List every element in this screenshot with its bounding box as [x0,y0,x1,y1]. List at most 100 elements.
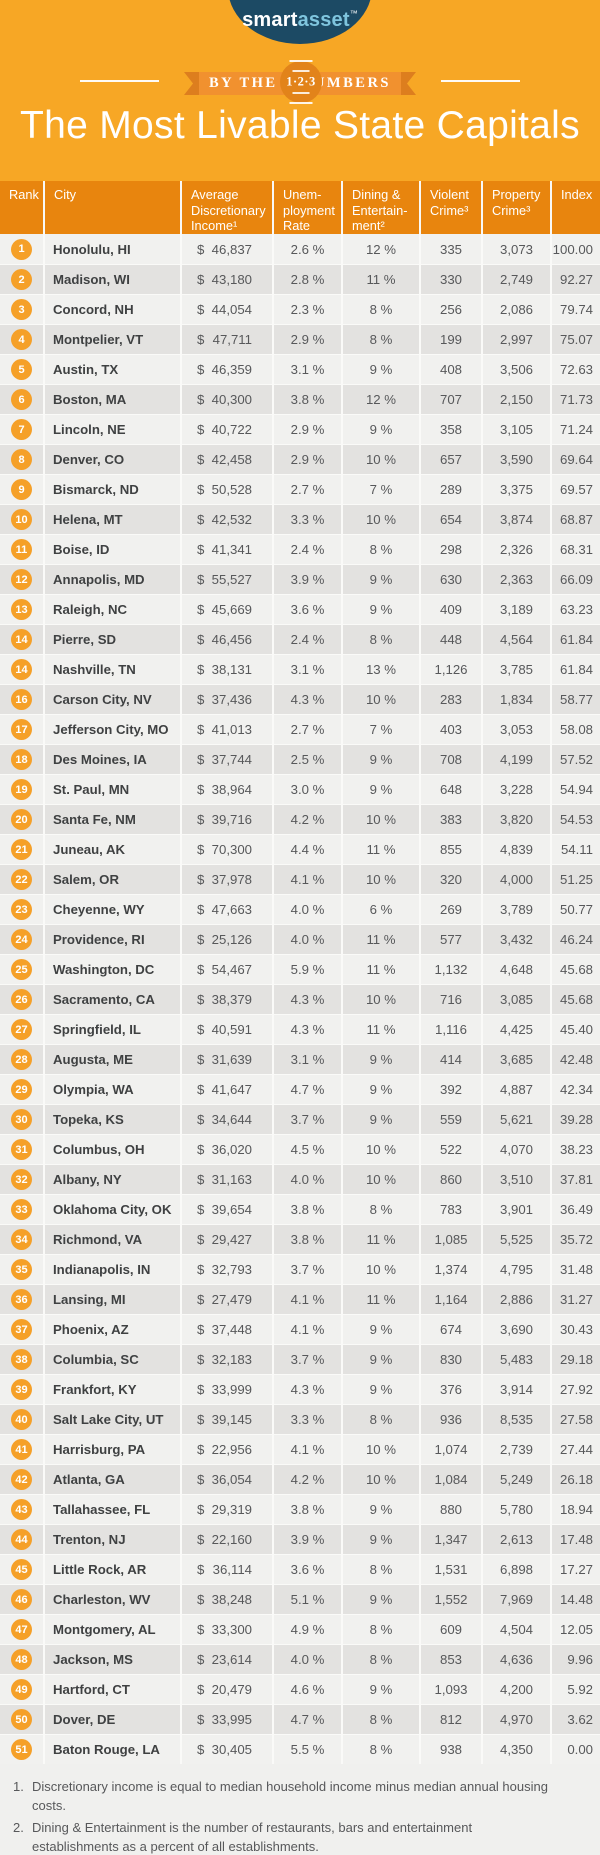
table-row: 14 Pierre, SD $46,456 2.4 % 8 % 448 4,564 61.84 [0,624,600,654]
cell-property: 4,839 [481,835,550,864]
currency-symbol: $ [197,302,205,317]
cell-violent: 880 [419,1495,481,1524]
rank-badge: 22 [11,869,32,890]
cell-income: $32,183 [180,1345,272,1374]
cell-property: 3,085 [481,985,550,1014]
rank-badge: 5 [11,359,32,380]
cell-unemployment: 4.0 % [272,1165,341,1194]
cell-city: Sacramento, CA [43,985,180,1014]
cell-property: 4,504 [481,1615,550,1644]
cell-income: $42,532 [180,505,272,534]
cell-rank: 16 [0,685,43,714]
currency-symbol: $ [197,241,205,257]
income-value: 36,054 [211,1472,252,1487]
currency-symbol: $ [197,1382,205,1397]
cell-index: 46.24 [550,925,600,954]
cell-city: Trenton, NJ [43,1525,180,1554]
cell-dining: 10 % [341,685,419,714]
cell-dining: 11 % [341,1285,419,1314]
cell-violent: 830 [419,1345,481,1374]
income-value: 29,319 [211,1502,252,1517]
currency-symbol: $ [197,1202,205,1217]
cell-property: 4,970 [481,1705,550,1734]
table-row: 44 Trenton, NJ $22,160 3.9 % 9 % 1,347 2,613 17… [0,1524,600,1554]
cell-dining: 11 % [341,925,419,954]
cell-city: Jackson, MS [43,1645,180,1674]
currency-symbol: $ [197,1532,205,1547]
income-value: 27,479 [211,1292,252,1307]
cell-violent: 938 [419,1735,481,1764]
currency-symbol: $ [197,272,205,287]
cell-city: Madison, WI [43,265,180,294]
currency-symbol: $ [197,632,205,647]
cell-index: 61.84 [550,625,600,654]
cell-city: Concord, NH [43,295,180,324]
income-value: 47,663 [211,902,252,917]
cell-unemployment: 3.1 % [272,1045,341,1074]
cell-index: 54.94 [550,775,600,804]
cell-violent: 330 [419,265,481,294]
cell-index: 26.18 [550,1465,600,1494]
cell-unemployment: 2.4 % [272,535,341,564]
cell-violent: 283 [419,685,481,714]
currency-symbol: $ [197,812,205,827]
cell-dining: 8 % [341,295,419,324]
rank-badge: 45 [11,1559,32,1580]
cell-index: 79.74 [550,295,600,324]
cell-rank: 23 [0,895,43,924]
cell-city: Lansing, MI [43,1285,180,1314]
currency-symbol: $ [197,842,205,857]
cell-violent: 630 [419,565,481,594]
rank-badge: 40 [11,1409,32,1430]
rank-badge: 14 [11,629,32,650]
cell-income: $54,467 [180,955,272,984]
smartasset-logo-text: smartasset™ [228,9,372,32]
cell-violent: 559 [419,1105,481,1134]
cell-city: Indianapolis, IN [43,1255,180,1284]
income-value: 22,956 [211,1442,252,1457]
cell-index: 45.68 [550,955,600,984]
cell-violent: 1,074 [419,1435,481,1464]
income-value: 47,711 [212,332,252,347]
cell-dining: 8 % [341,1555,419,1584]
cell-property: 6,898 [481,1555,550,1584]
cell-unemployment: 3.9 % [272,565,341,594]
cell-violent: 335 [419,234,481,264]
income-value: 37,448 [211,1322,252,1337]
income-value: 31,639 [211,1052,252,1067]
table-row: 32 Albany, NY $31,163 4.0 % 10 % 860 3,510 37.8… [0,1164,600,1194]
cell-rank: 36 [0,1285,43,1314]
cell-unemployment: 4.9 % [272,1615,341,1644]
cell-income: $39,145 [180,1405,272,1434]
income-value: 39,654 [211,1202,252,1217]
cell-income: $37,436 [180,685,272,714]
cell-dining: 9 % [341,1105,419,1134]
table-row: 2 Madison, WI $43,180 2.8 % 11 % 330 2,749 92.2… [0,264,600,294]
ribbon-label-left: BY THE [209,75,278,91]
income-value: 23,614 [211,1652,252,1667]
table-row: 13 Raleigh, NC $45,669 3.6 % 9 % 409 3,189 63.2… [0,594,600,624]
income-value: 40,591 [211,1022,252,1037]
cell-violent: 657 [419,445,481,474]
cell-income: $43,180 [180,265,272,294]
ribbon-side-line-left [80,80,159,82]
cell-violent: 708 [419,745,481,774]
cell-city: Jefferson City, MO [43,715,180,744]
income-value: 46,359 [211,362,252,377]
cell-property: 3,432 [481,925,550,954]
cell-rank: 26 [0,985,43,1014]
currency-symbol: $ [197,1112,205,1127]
table-row: 28 Augusta, ME $31,639 3.1 % 9 % 414 3,685 42.4… [0,1044,600,1074]
cell-index: 54.53 [550,805,600,834]
cell-income: $44,054 [180,295,272,324]
currency-symbol: $ [197,602,205,617]
cell-city: Columbus, OH [43,1135,180,1164]
ribbon-side-line-right [441,80,520,82]
cell-property: 5,525 [481,1225,550,1254]
cell-unemployment: 3.1 % [272,655,341,684]
rank-badge: 18 [11,749,32,770]
cell-property: 5,483 [481,1345,550,1374]
income-value: 37,436 [211,692,252,707]
cell-city: Cheyenne, WY [43,895,180,924]
cell-index: 69.64 [550,445,600,474]
